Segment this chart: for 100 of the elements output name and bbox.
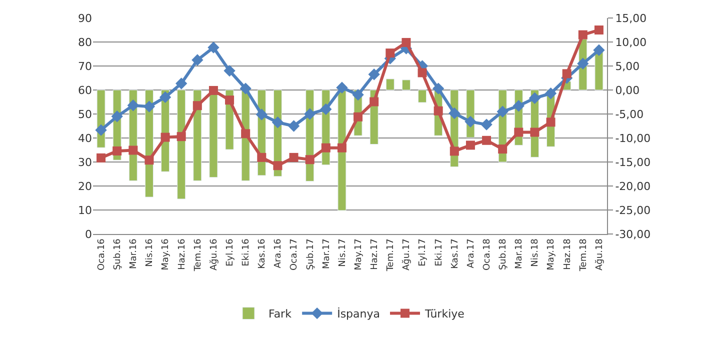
legend-label: Fark (268, 308, 292, 321)
point (512, 100, 525, 112)
point (544, 88, 557, 100)
x-tick-label: Haz.16 (177, 238, 188, 270)
x-tick-label: Haz.17 (370, 238, 380, 270)
x-tick-label: Ağu.18 (594, 238, 605, 270)
x-tick-label: Oca.16 (96, 238, 107, 270)
point (240, 82, 252, 94)
point (354, 112, 363, 122)
y2-tick-label: 15,00 (615, 12, 647, 25)
x-tick-label: May.17 (354, 238, 364, 270)
point (593, 44, 605, 56)
point (208, 86, 218, 95)
point (273, 161, 282, 170)
point (225, 96, 234, 105)
point (480, 118, 492, 130)
x-tick-label: Ağu.16 (208, 238, 220, 270)
point (208, 42, 220, 54)
y2-tick-label: 5,00 (615, 60, 640, 73)
point (386, 48, 395, 58)
point (305, 155, 314, 164)
point (111, 110, 123, 122)
y-tick-label: 20 (78, 180, 92, 193)
x-tick-label: Oca.18 (482, 238, 492, 270)
y-tick-label: 50 (78, 108, 92, 121)
point (96, 153, 106, 162)
bar (594, 50, 604, 90)
legend-label: İspanya (337, 306, 380, 321)
legend-label: Türkiye (424, 308, 465, 321)
y-tick-label: 70 (78, 60, 92, 73)
y2-tick-label: -10,00 (615, 132, 651, 145)
point (370, 97, 379, 106)
point (368, 68, 380, 80)
point (578, 30, 588, 40)
point (128, 146, 138, 155)
point (464, 116, 476, 128)
point (432, 82, 444, 94)
y2-tick-label: -25,00 (615, 204, 651, 217)
point (418, 68, 427, 78)
y2-tick-label: -20,00 (615, 180, 651, 193)
y-tick-label: 90 (78, 12, 92, 25)
point (336, 82, 348, 94)
point (288, 120, 300, 132)
point (594, 26, 604, 34)
y2-tick-label: 0,00 (615, 84, 640, 97)
x-tick-label: Haz.18 (562, 238, 573, 270)
x-tick-label: Kas.16 (258, 238, 268, 269)
point (289, 152, 298, 162)
bar (402, 80, 410, 90)
point (530, 128, 540, 137)
y2-tick-label: 10,00 (615, 36, 647, 49)
x-tick-label: Mar.18 (514, 238, 525, 270)
point (448, 107, 460, 120)
x-tick-label: Eki.17 (434, 238, 444, 266)
point (402, 38, 411, 47)
bar (418, 90, 427, 103)
point (482, 136, 492, 145)
point (466, 140, 475, 150)
x-tick-label: Nis.18 (530, 238, 541, 267)
x-tick-label: Şub.18 (498, 238, 509, 270)
x-tick-label: Kas.17 (450, 238, 460, 269)
x-tick-label: Ağu.17 (401, 238, 412, 270)
x-tick-label: Mar.17 (322, 238, 332, 270)
y-tick-label: 40 (78, 132, 92, 145)
point (192, 54, 204, 66)
x-tick-label: May.16 (161, 238, 172, 270)
y-tick-label: 30 (78, 156, 92, 169)
point (352, 88, 364, 101)
point (320, 103, 332, 116)
y-tick-label: 0 (85, 228, 92, 241)
point (160, 132, 170, 142)
point (95, 124, 107, 136)
x-tick-label: Tem.17 (386, 238, 396, 272)
point (496, 106, 508, 118)
point (577, 58, 589, 70)
x-tick-label: May.18 (546, 238, 557, 270)
point (257, 152, 266, 162)
point (272, 116, 284, 128)
y-tick-label: 10 (78, 204, 92, 217)
y-tick-label: 60 (78, 84, 92, 97)
point (176, 132, 186, 142)
x-tick-label: Eki.16 (242, 238, 252, 266)
point (144, 156, 154, 165)
point (304, 108, 316, 120)
y2-tick-label: -5,00 (615, 108, 644, 121)
point (321, 143, 330, 152)
x-tick-label: Ara.17 (466, 238, 476, 268)
x-tick-label: Mar.16 (129, 238, 140, 270)
point (143, 100, 156, 112)
x-tick-label: Eyl.16 (225, 238, 236, 266)
point (498, 144, 508, 154)
point (562, 69, 572, 78)
x-tick-label: Şub.17 (306, 238, 316, 270)
point (192, 101, 202, 110)
point (514, 128, 524, 137)
point (546, 118, 556, 127)
point (159, 91, 172, 104)
point (112, 146, 122, 156)
point (224, 64, 236, 77)
y-tick-label: 80 (78, 36, 92, 49)
